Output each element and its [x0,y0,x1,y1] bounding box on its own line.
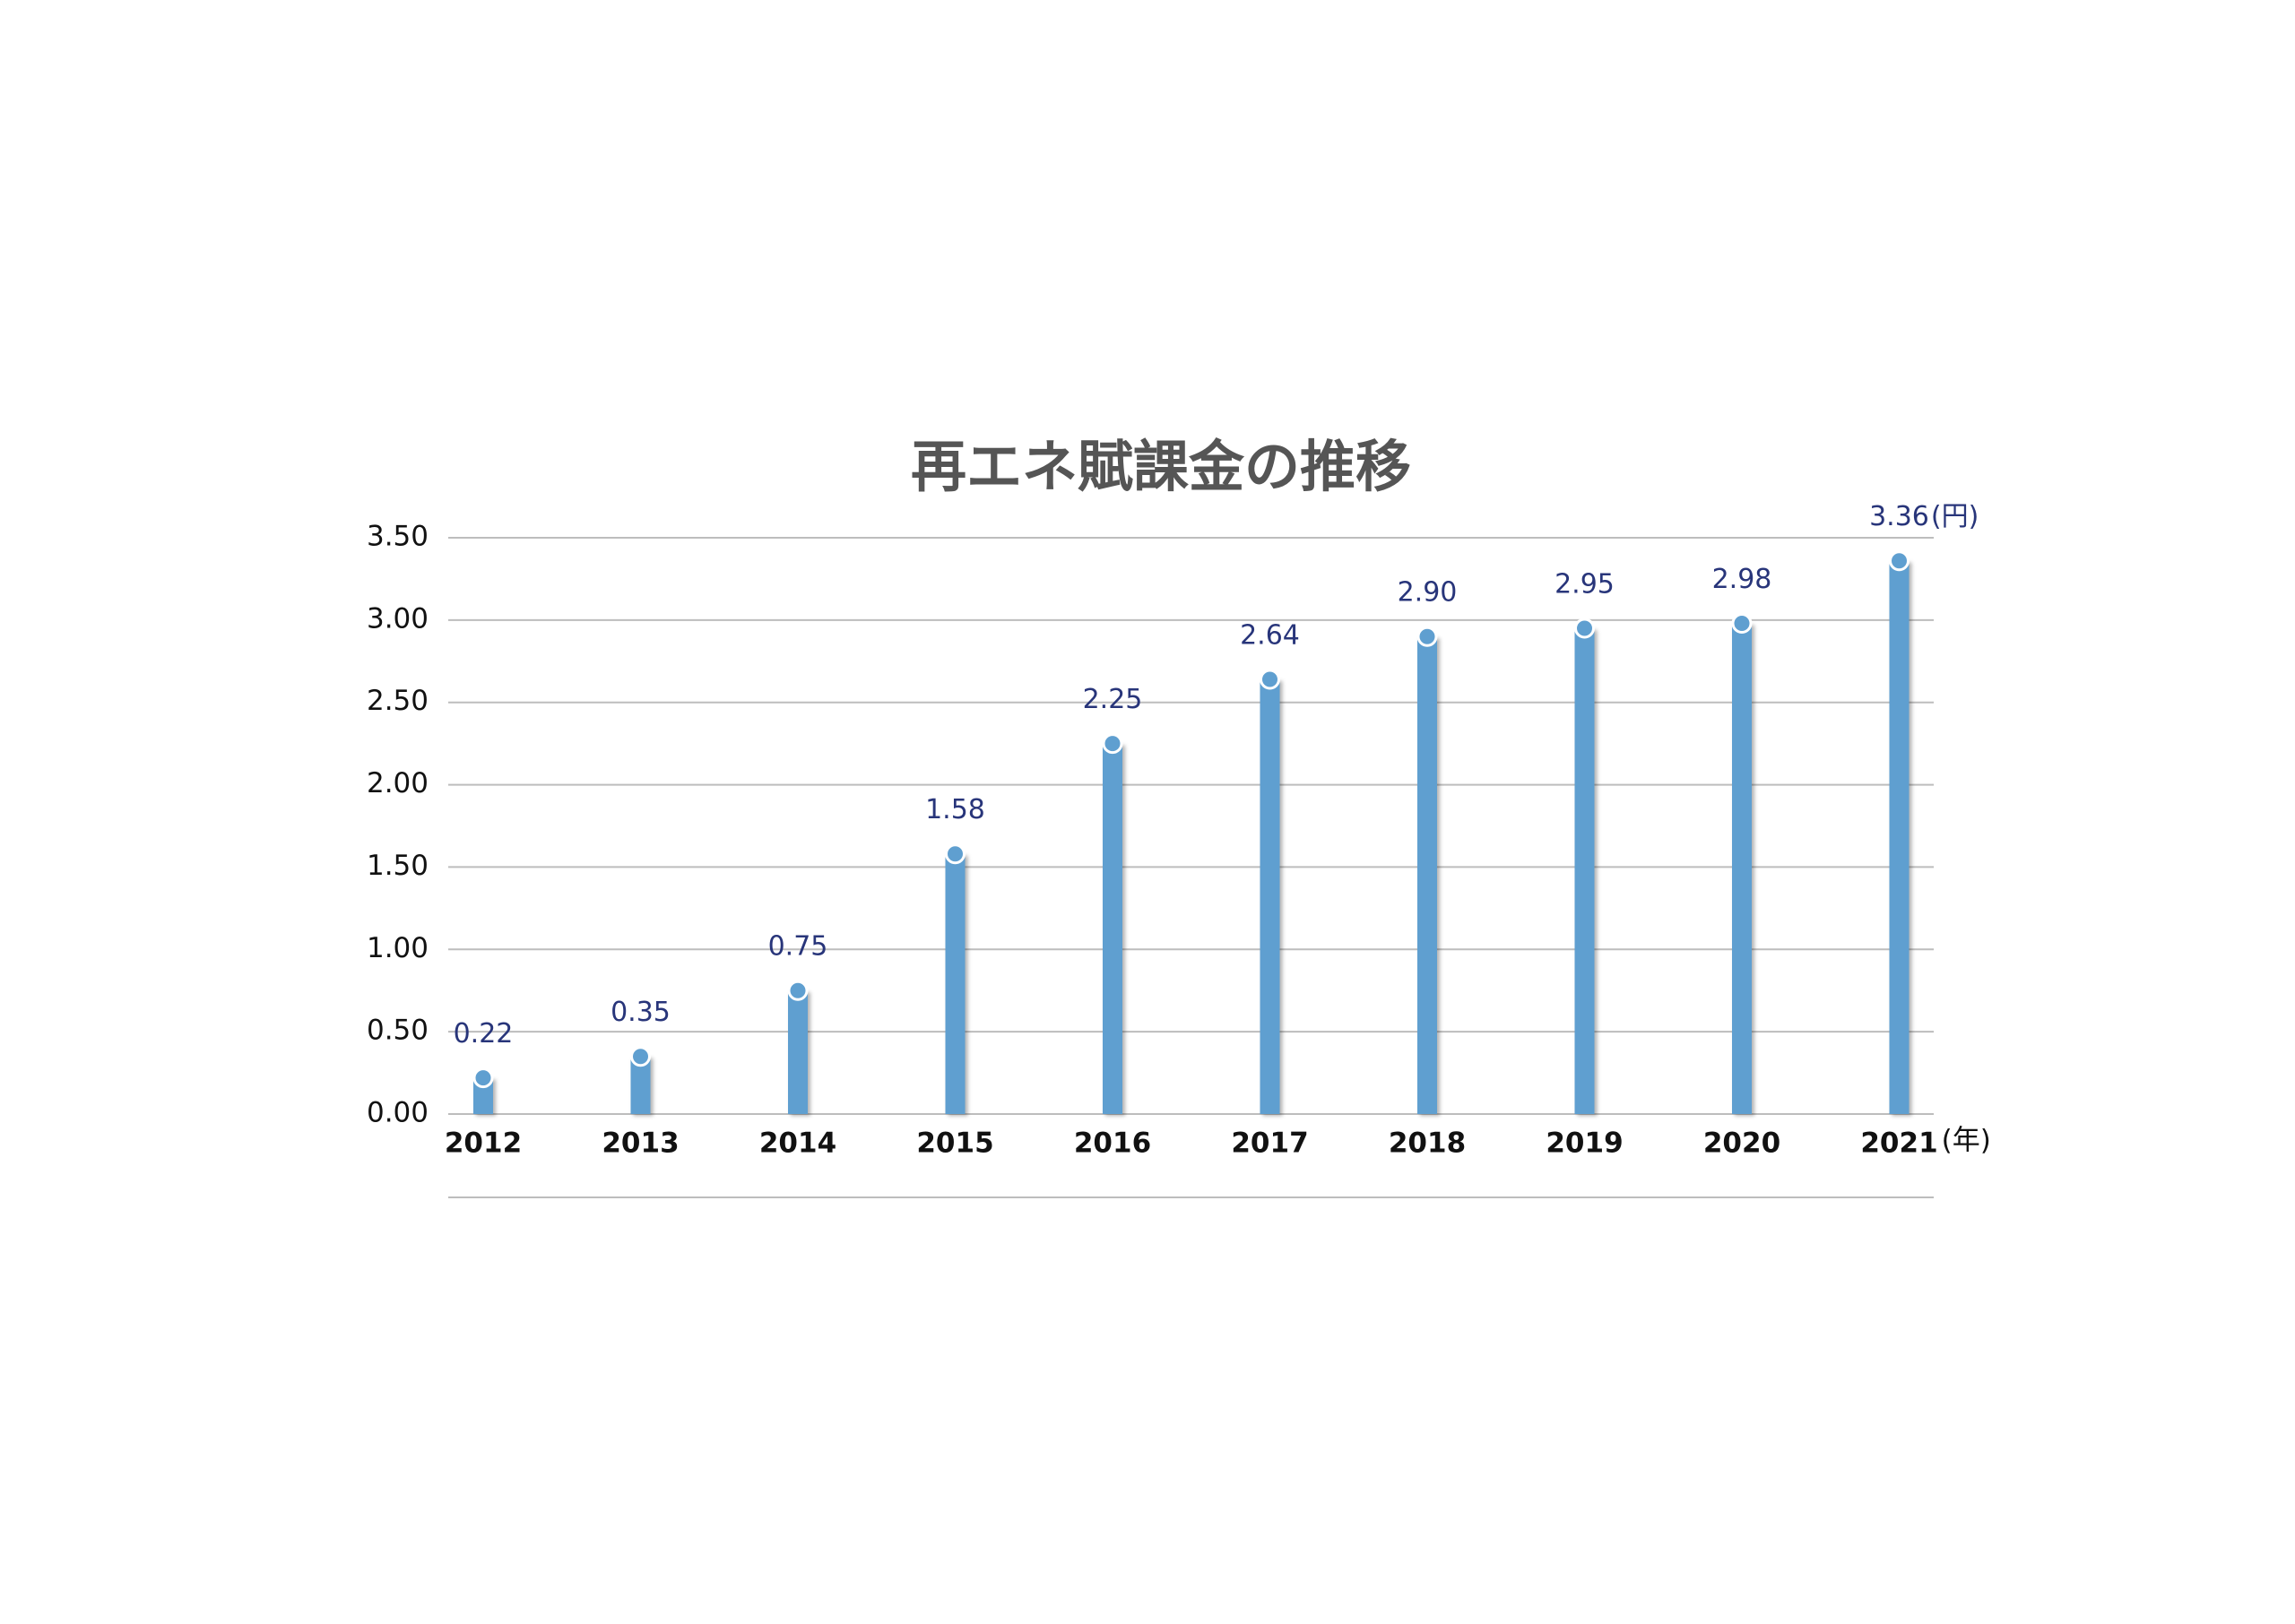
x-tick-label: 2013 [602,1127,679,1160]
value-label: 3.36 [1869,501,1929,532]
y-tick-label: 2.50 [367,685,429,717]
bar [1574,628,1595,1114]
bar-cap [1102,733,1123,755]
value-label: 1.58 [925,794,985,825]
y-tick-label: 2.00 [367,767,429,799]
value-label: 2.25 [1083,684,1143,715]
x-tick-label: 2018 [1389,1127,1466,1160]
x-tick-label: 2019 [1546,1127,1623,1160]
value-label: 0.75 [768,931,828,963]
y-tick-label: 0.00 [367,1097,429,1129]
bar [473,1077,493,1114]
bar-cap [1416,626,1438,647]
value-label: 2.95 [1555,569,1615,600]
x-unit: (年) [1942,1125,1991,1157]
value-label: 0.22 [454,1018,514,1050]
bar-cap [1731,613,1753,635]
bar-cap [472,1067,494,1089]
bar-cap [1260,669,1280,690]
bar [630,1056,651,1114]
x-tick-label: 2012 [445,1127,522,1160]
bar-cap [787,980,809,1001]
bar [1889,560,1910,1114]
x-tick-label: 2015 [916,1127,993,1160]
y-tick-label: 3.00 [367,602,429,635]
bar [1260,678,1280,1114]
value-label: 2.98 [1712,564,1772,595]
x-tick-label: 2020 [1703,1127,1780,1160]
value-label: 2.64 [1240,619,1300,651]
bar [1732,623,1752,1114]
x-tick-label: 2021 [1860,1127,1937,1160]
y-tick-label: 0.50 [367,1015,429,1047]
bar-cap [1889,550,1910,572]
bar [1103,743,1122,1114]
value-label: 2.90 [1398,577,1458,609]
chart-title: 再エネ賦課金の推移 [911,434,1411,499]
bar-cap [1574,618,1595,639]
y-tick-label: 1.00 [367,932,429,964]
y-tick-label: 3.50 [367,521,429,553]
x-tick-label: 2014 [759,1127,836,1160]
value-label: 0.35 [611,997,671,1028]
bar [945,853,966,1114]
x-tick-label: 2016 [1074,1127,1151,1160]
bar-cap [945,843,966,865]
y-unit: (円) [1931,501,1979,532]
bar-cap [630,1046,651,1067]
x-tick-label: 2017 [1231,1127,1308,1160]
y-tick-label: 1.50 [367,850,429,882]
bar [1417,636,1437,1114]
bar [788,990,808,1114]
